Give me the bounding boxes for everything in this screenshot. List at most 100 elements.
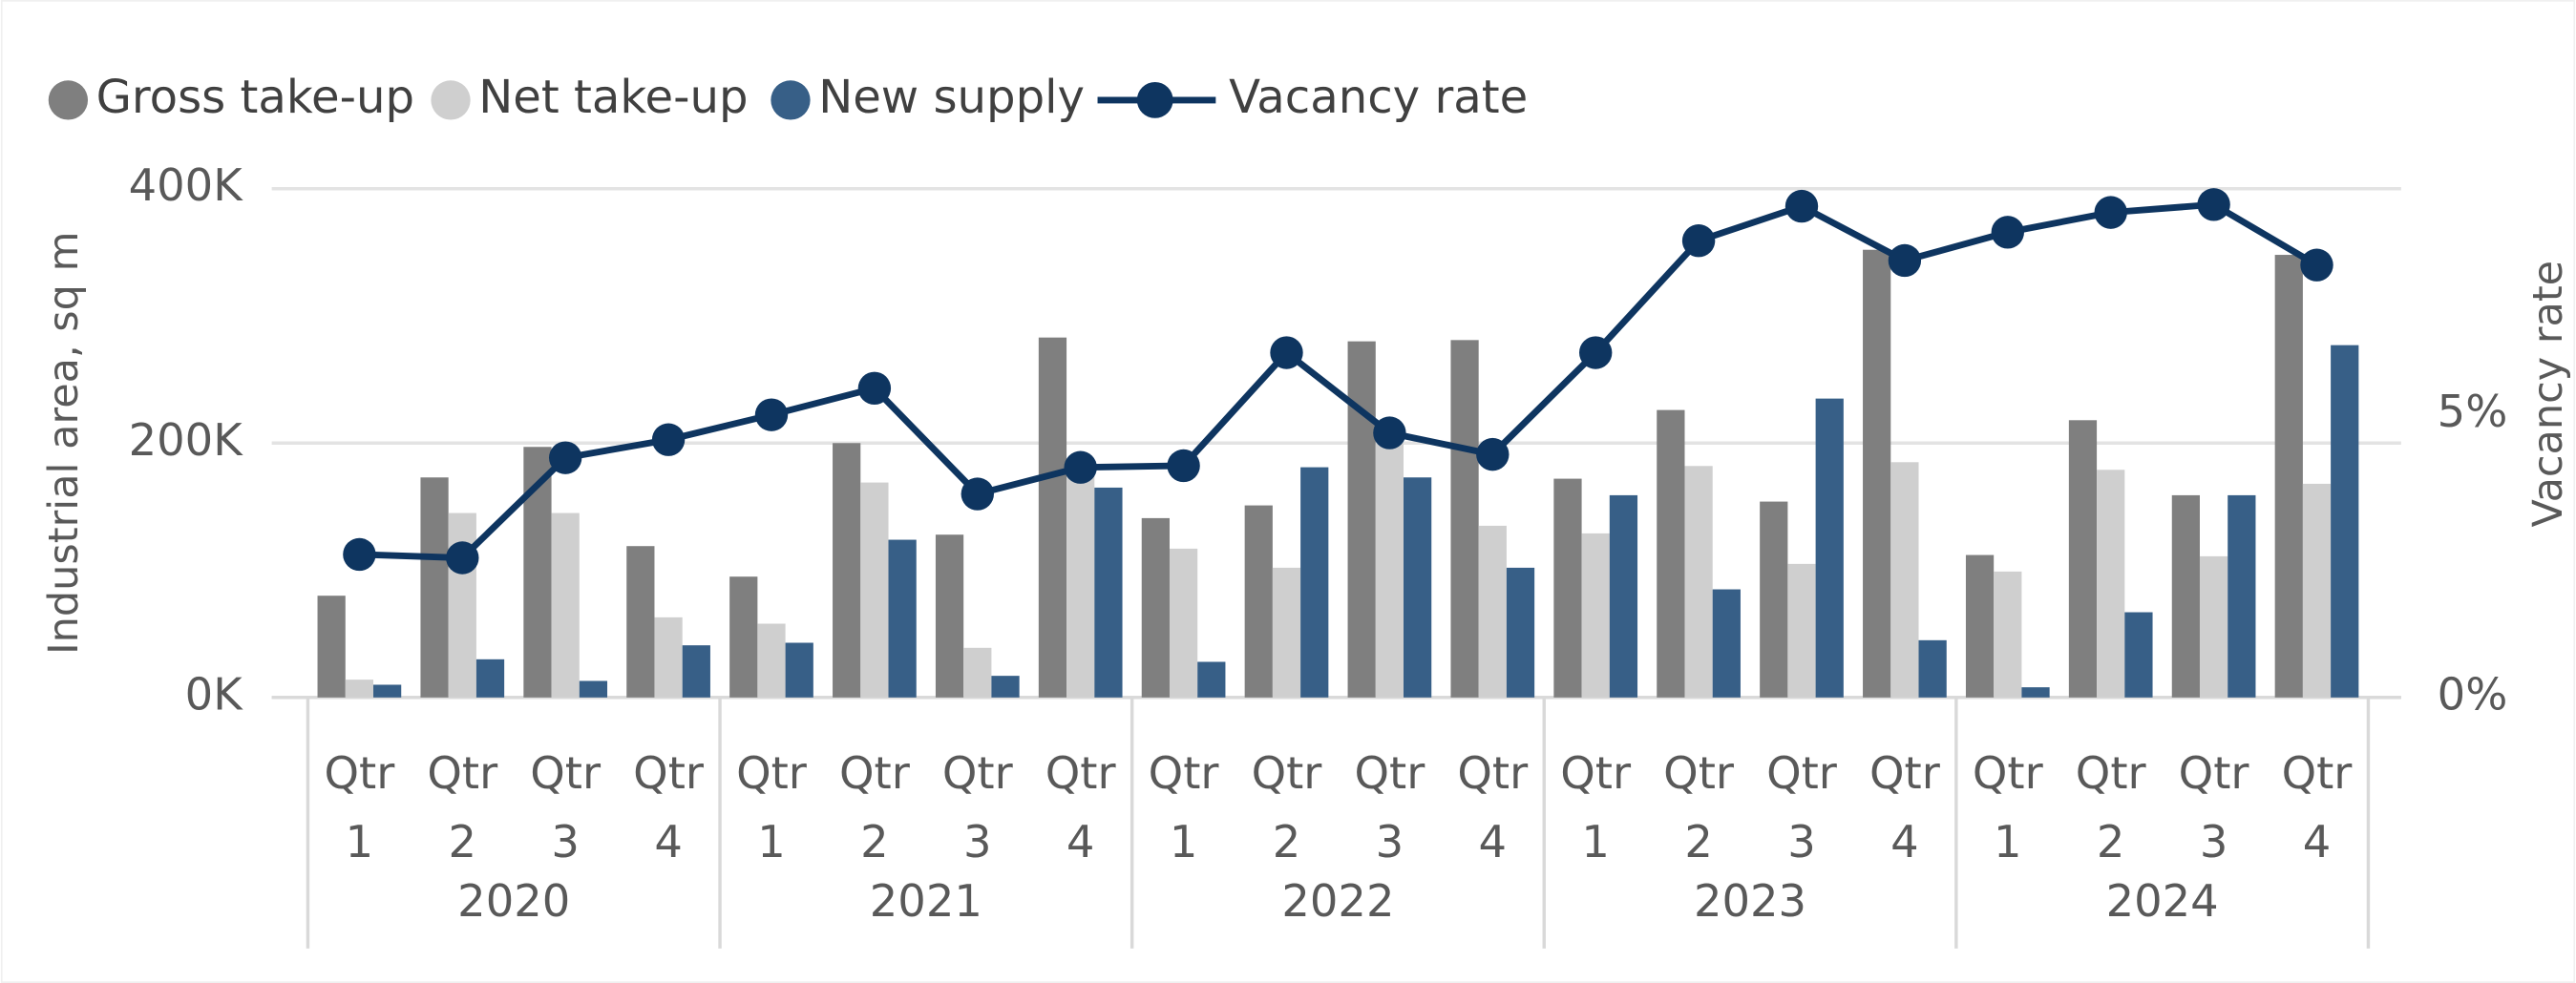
bar [1787, 563, 1816, 698]
bar [2171, 494, 2200, 698]
line-marker [2197, 188, 2230, 221]
bar [991, 676, 1020, 698]
line-marker [548, 441, 582, 474]
line-marker [651, 423, 686, 456]
legend-marker [771, 80, 811, 120]
bar [682, 645, 710, 698]
line-marker [1064, 450, 1097, 484]
line-marker [1991, 216, 2024, 249]
x-tick-label: 1 [1170, 816, 1198, 868]
bar [1478, 525, 1507, 698]
x-tick-label: 4 [1066, 816, 1095, 868]
bar [1141, 517, 1170, 698]
legend-label: Net take-up [478, 71, 748, 124]
x-tick-label: Qtr [427, 747, 498, 799]
bar [860, 482, 889, 698]
line-marker [1681, 224, 1716, 258]
bar [1684, 466, 1713, 698]
x-tick-label: Qtr [1663, 747, 1735, 799]
y-axis-label: Industrial area, sq m [40, 232, 88, 656]
bar [420, 477, 449, 698]
bar [1169, 548, 1198, 698]
x-tick-label: 1 [346, 816, 374, 868]
x-tick-label: Qtr [1869, 747, 1941, 799]
line-marker [1784, 189, 1819, 223]
bar [317, 596, 346, 698]
bar [1553, 478, 1582, 698]
x-tick-label: 4 [654, 816, 683, 868]
x-tick-label: 4 [1479, 816, 1508, 868]
x-tick-label: 1 [1994, 816, 2022, 868]
x-tick-label: Qtr [1149, 747, 1220, 799]
bar [1197, 661, 1226, 698]
bar [1347, 341, 1376, 698]
bar [1506, 567, 1535, 698]
x-group-label: 2020 [457, 875, 570, 927]
x-tick-label: Qtr [1252, 747, 1323, 799]
line-marker [1476, 437, 1510, 471]
bar [963, 647, 992, 698]
x-group-label: 2023 [1694, 875, 1806, 927]
x-tick-label: Qtr [1560, 747, 1632, 799]
line-marker [857, 371, 892, 406]
x-tick-label: Qtr [839, 747, 911, 799]
line-marker [343, 537, 376, 572]
bar [1244, 505, 1273, 698]
x-tick-label: 3 [1376, 816, 1404, 868]
x-tick-label: Qtr [942, 747, 1014, 799]
bar [579, 680, 608, 698]
x-tick-label: 2 [860, 816, 889, 868]
bar [935, 534, 964, 698]
bar [626, 546, 655, 698]
legend-marker [431, 80, 471, 120]
y2-axis-label: Vacancy rate [2524, 261, 2572, 528]
x-tick-label: Qtr [1354, 747, 1425, 799]
bar [475, 659, 505, 698]
line-marker [1888, 243, 1922, 278]
x-tick-label: 3 [1787, 816, 1816, 868]
x-tick-label: 2 [1684, 816, 1713, 868]
line-marker [2094, 196, 2127, 229]
bar [2068, 420, 2098, 698]
bar [729, 576, 758, 698]
bar [1760, 501, 1788, 698]
y2-tick-label: 5% [2438, 386, 2508, 437]
bar [551, 512, 580, 698]
y-tick-label: 400K [129, 159, 244, 211]
x-tick-label: Qtr [633, 747, 705, 799]
bar [1965, 554, 1995, 698]
x-tick-label: 3 [551, 816, 580, 868]
bar [1918, 639, 1947, 698]
x-tick-label: 1 [757, 816, 786, 868]
bar [654, 617, 683, 698]
line-marker [1579, 336, 1613, 369]
x-tick-label: 2 [1273, 816, 1301, 868]
bar [345, 680, 374, 698]
bar [1657, 409, 1685, 698]
bar [1066, 474, 1095, 698]
bar [373, 684, 402, 698]
x-tick-label: 3 [963, 816, 992, 868]
x-tick-label: Qtr [530, 747, 602, 799]
line-marker [1270, 336, 1303, 369]
bar [1038, 337, 1067, 698]
bar [757, 623, 786, 698]
y2-tick-label: 0% [2438, 668, 2508, 720]
line-marker [446, 541, 479, 575]
x-tick-label: Qtr [1766, 747, 1838, 799]
bar [1404, 477, 1432, 698]
bar [888, 539, 917, 698]
x-tick-label: 1 [1581, 816, 1610, 868]
bar [1094, 487, 1123, 698]
x-tick-label: 4 [1890, 816, 1919, 868]
bar [1863, 249, 1891, 698]
bar [1450, 340, 1479, 698]
line-marker [961, 477, 994, 511]
legend-label: Vacancy rate [1229, 71, 1528, 124]
bar [1815, 398, 1844, 698]
x-tick-label: Qtr [1457, 747, 1529, 799]
bar [1272, 567, 1301, 698]
x-tick-label: Qtr [2282, 747, 2354, 799]
bar [2331, 345, 2359, 698]
legend-marker [1136, 81, 1173, 118]
